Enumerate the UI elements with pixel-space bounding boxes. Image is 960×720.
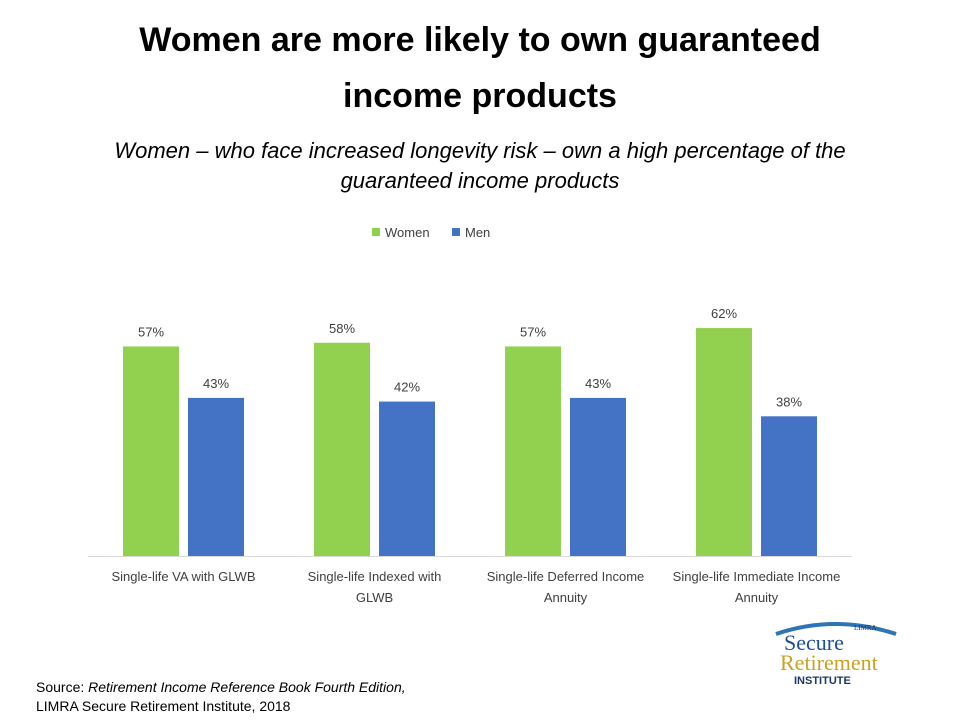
legend-label-men: Men xyxy=(465,225,490,240)
data-label-women-0: 57% xyxy=(138,324,164,339)
bar-men-2 xyxy=(570,397,626,556)
legend-swatch-men xyxy=(452,228,460,236)
data-label-men-2: 43% xyxy=(585,376,611,391)
data-label-women-1: 58% xyxy=(329,321,355,336)
bar-men-0 xyxy=(188,397,244,556)
category-label-3-1: Annuity xyxy=(735,590,779,605)
bar-women-2 xyxy=(505,346,561,556)
data-label-men-1: 42% xyxy=(394,380,420,395)
bar-women-0 xyxy=(123,346,179,556)
category-label-0-0: Single-life VA with GLWB xyxy=(111,569,255,584)
logo-institute: INSTITUTE xyxy=(794,675,851,687)
legend-swatch-women xyxy=(372,228,380,236)
category-label-1-0: Single-life Indexed with xyxy=(308,569,442,584)
source-line-2: LIMRA Secure Retirement Institute, 2018 xyxy=(36,698,291,714)
logo-retirement: Retirement xyxy=(780,650,878,675)
title-line-1: Women are more likely to own guaranteed xyxy=(139,21,821,59)
page-title: Women are more likely to own guaranteed … xyxy=(0,12,960,124)
data-label-men-0: 43% xyxy=(203,376,229,391)
category-label-1-1: GLWB xyxy=(356,590,393,605)
subtitle-line-2: guaranteed income products xyxy=(340,168,620,193)
category-label-2-0: Single-life Deferred Income xyxy=(487,569,645,584)
limra-sri-logo: LIMRA Secure Retirement INSTITUTE xyxy=(775,622,897,687)
data-label-women-3: 62% xyxy=(711,306,737,321)
data-label-men-3: 38% xyxy=(776,394,802,409)
category-label-3-0: Single-life Immediate Income xyxy=(673,569,841,584)
source-title: Retirement Income Reference Book Fourth … xyxy=(88,679,406,695)
bar-men-3 xyxy=(761,416,817,556)
data-label-women-2: 57% xyxy=(520,324,546,339)
bar-men-1 xyxy=(379,401,435,556)
page-subtitle: Women – who face increased longevity ris… xyxy=(40,136,920,196)
source-prefix: Source: xyxy=(36,679,89,695)
logo-arc xyxy=(775,622,897,636)
legend-label-women: Women xyxy=(385,225,430,240)
bar-chart: Women Men 57% 43% Single-life VA with GLWB 58… xyxy=(88,225,852,605)
category-label-2-1: Annuity xyxy=(544,590,588,605)
logo-secure: Secure xyxy=(784,630,844,655)
logo-limra: LIMRA xyxy=(854,624,877,632)
bar-women-1 xyxy=(314,342,370,556)
title-line-2: income products xyxy=(343,77,617,115)
subtitle-line-1: Women – who face increased longevity ris… xyxy=(114,138,846,163)
bar-women-3 xyxy=(696,328,752,556)
source-note: Source: Retirement Income Reference Book… xyxy=(36,678,406,716)
